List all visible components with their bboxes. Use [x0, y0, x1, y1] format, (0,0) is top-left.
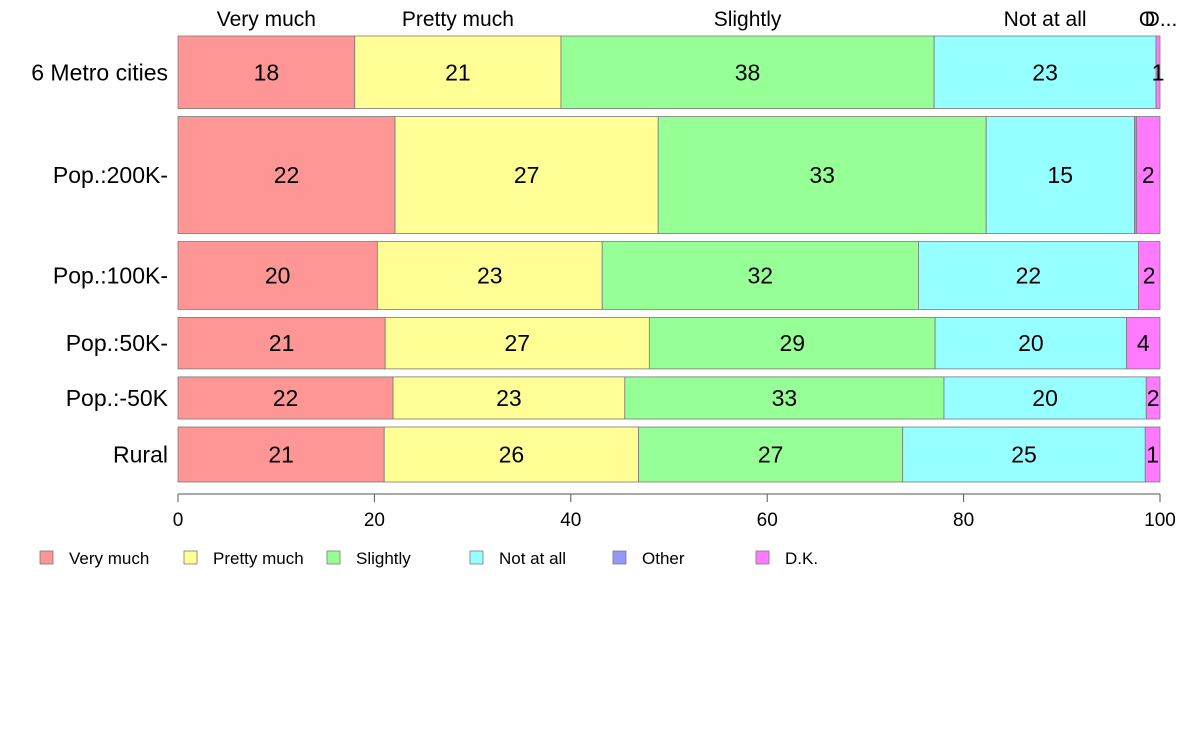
bar-segment: [601, 241, 919, 310]
segment-value-label: 22: [274, 162, 300, 188]
segment-value-label: 25: [1011, 442, 1037, 468]
segment-value-label: 38: [735, 59, 761, 85]
segment-value-label: 27: [514, 162, 540, 188]
bar-segment: [560, 35, 935, 109]
segment-value-label: 29: [779, 330, 805, 356]
x-tick-label: 40: [560, 510, 581, 531]
bar-segment: [918, 241, 1139, 310]
row-category-label: Pop.:-50K: [66, 385, 169, 411]
segment-value-label: 2: [1142, 162, 1155, 188]
segment-value-label: 20: [1018, 330, 1044, 356]
x-tick-label: 60: [757, 510, 778, 531]
segment-value-label: 23: [477, 262, 503, 288]
bar-segment: [177, 317, 386, 370]
row-category-label: Pop.:50K-: [66, 330, 168, 356]
segment-value-label: 1: [1152, 59, 1165, 85]
legend-entry-label: D.K.: [785, 549, 818, 568]
top-column-label: D...: [1145, 8, 1178, 31]
segment-value-label: 20: [1032, 385, 1058, 411]
legend-swatch: [469, 550, 484, 565]
segment-value-label: 15: [1048, 162, 1074, 188]
bars-layer: [177, 35, 1161, 483]
bar-segment: [1137, 241, 1161, 310]
segment-value-label: 32: [748, 262, 774, 288]
segment-value-label: 18: [254, 59, 280, 85]
bar-segment: [902, 426, 1146, 483]
legend-swatch: [39, 550, 54, 565]
row-category-label: Pop.:100K-: [53, 262, 168, 288]
bar-segment: [934, 317, 1128, 370]
legend-entry-label: Pretty much: [213, 549, 304, 568]
segment-value-label: 2: [1143, 262, 1156, 288]
segment-value-label: 27: [504, 330, 530, 356]
legend-swatch: [755, 550, 770, 565]
bar-segment: [1145, 376, 1161, 420]
segment-value-label: 4: [1137, 330, 1150, 356]
bar-segment: [943, 376, 1147, 420]
legend-entry-label: Other: [642, 549, 685, 568]
row-category-label: 6 Metro cities: [31, 59, 168, 85]
legend-entry-label: Slightly: [356, 549, 411, 568]
x-tick-label: 80: [953, 510, 974, 531]
segment-value-label: 23: [1032, 59, 1058, 85]
legend-entry-label: Very much: [69, 549, 149, 568]
legend: Very much Pretty much Slightly Not at all Ot…: [39, 549, 818, 568]
bar-segment: [177, 241, 378, 310]
legend-swatch: [612, 550, 627, 565]
bar-segment: [638, 426, 904, 483]
top-column-label: Slightly: [714, 8, 782, 31]
row-labels: 6 Metro cities Pop.:200K- Pop.:100K- Pop.:5…: [31, 59, 168, 467]
segment-value-label: 21: [269, 330, 295, 356]
bar-segment: [1126, 317, 1161, 370]
segment-value-label: 27: [758, 442, 784, 468]
bar-segment: [376, 241, 603, 310]
segment-value-label: 2: [1147, 385, 1160, 411]
top-column-label: Pretty much: [402, 8, 514, 31]
bar-segment: [354, 35, 562, 109]
bar-segment: [177, 376, 394, 420]
row-category-label: Pop.:200K-: [53, 162, 168, 188]
bar-segment: [1144, 426, 1161, 483]
bar-segment: [384, 317, 650, 370]
segment-value-label: 21: [268, 442, 294, 468]
bar-segment: [394, 116, 659, 234]
top-labels: Very much Pretty much Slightly Not at all OD…: [217, 8, 1178, 31]
x-tick-label: 20: [364, 510, 385, 531]
bar-segment: [657, 116, 987, 234]
segment-value-label: 1: [1146, 442, 1159, 468]
bar-segment: [624, 376, 945, 420]
segment-value-label: 21: [445, 59, 471, 85]
bar-segment: [383, 426, 639, 483]
top-column-label: O: [1139, 8, 1155, 31]
segment-value-label: 26: [499, 442, 525, 468]
x-tick-label: 0: [173, 510, 184, 531]
bar-segment: [648, 317, 936, 370]
bar-segment: [177, 426, 385, 483]
segment-value-label: 33: [772, 385, 798, 411]
bar-segment: [177, 35, 356, 109]
bar-segment: [177, 116, 396, 234]
segment-value-label: 22: [273, 385, 299, 411]
bar-segment: [933, 35, 1157, 109]
row-category-label: Rural: [113, 442, 168, 468]
top-column-label: Not at all: [1004, 8, 1087, 31]
x-axis: 0 20 40 60 80 100: [173, 493, 1176, 531]
bar-segment: [1136, 116, 1161, 234]
bar-segment: [392, 376, 626, 420]
segment-value-label: 22: [1016, 262, 1042, 288]
bar-segment: [1155, 35, 1161, 109]
segment-value-label: 23: [496, 385, 522, 411]
x-tick-label: 100: [1144, 510, 1176, 531]
segment-labels: 18 21 38 23 122 27 33 15 220 23 32 22 221 27 29 20 422 23…: [254, 59, 1165, 467]
segment-value-label: 20: [265, 262, 291, 288]
top-column-label: Very much: [217, 8, 316, 31]
segment-value-label: 33: [809, 162, 835, 188]
legend-entry-label: Not at all: [499, 549, 566, 568]
bar-segment: [985, 116, 1135, 234]
legend-swatch: [183, 550, 198, 565]
legend-swatch: [326, 550, 341, 565]
